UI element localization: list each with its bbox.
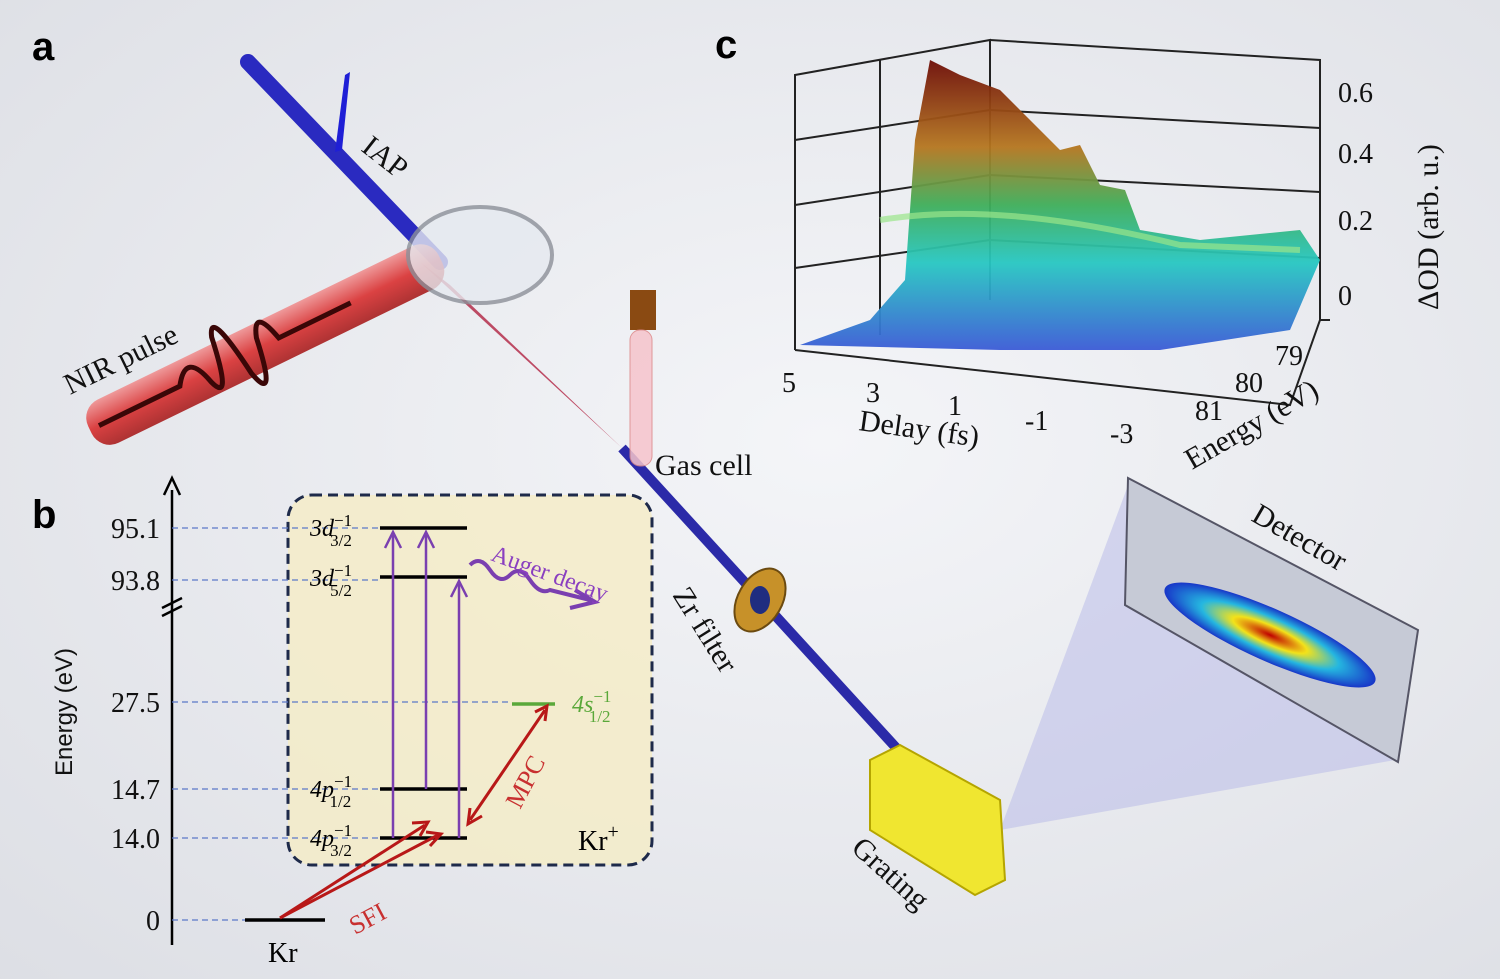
- mirror: [406, 205, 554, 305]
- iap-pulse: [335, 72, 350, 152]
- label-part: +: [608, 821, 619, 843]
- delay-tick-label: 3: [866, 378, 880, 409]
- excitation-arrows: [383, 529, 601, 838]
- z-tick-label: 0.6: [1338, 78, 1373, 109]
- label-part: 1/2: [589, 707, 611, 726]
- ion-box: [286, 493, 654, 867]
- state-label: 3d−1 3/2: [309, 511, 352, 550]
- state-label: 4p−1 1/2: [310, 772, 352, 811]
- state-label: Kr: [268, 938, 298, 969]
- surface-ridge: [879, 210, 1301, 253]
- nir-tube: [86, 244, 445, 445]
- energy-value: 95.1: [111, 514, 160, 545]
- state-label: 4s−1 1/2: [572, 687, 611, 726]
- panel-label: b: [32, 493, 56, 537]
- label-part: Kr: [578, 826, 608, 857]
- axis-break: [161, 596, 183, 618]
- energy-value: 27.5: [111, 688, 160, 719]
- iap-beam: [240, 54, 448, 270]
- detector-spot: [1164, 582, 1376, 688]
- state-label: 3d−1 5/2: [309, 561, 352, 600]
- ion-label: Kr+: [578, 821, 619, 857]
- spectrum-fan: [1000, 480, 1410, 830]
- guide-lines: [172, 527, 512, 921]
- energy-tick-label: 80: [1235, 368, 1263, 399]
- label-part: 3/2: [330, 841, 352, 860]
- panel-label: a: [32, 25, 55, 69]
- energy-diagram: b Energy (eV) 95.1 93.8 27.5 14.7 14.0 0: [32, 475, 654, 969]
- delay-tick-label: -1: [1025, 406, 1048, 437]
- state-label: 4p−1 3/2: [310, 821, 352, 860]
- label-part: 4p: [310, 777, 334, 803]
- label-part: 3/2: [330, 531, 352, 550]
- label-part: 5/2: [330, 581, 352, 600]
- panel-label: c: [715, 23, 737, 67]
- ionization-arrows: [279, 703, 549, 920]
- energy-tick-label: 79: [1275, 341, 1303, 372]
- label-part: −1: [593, 687, 611, 706]
- delay-tick-label: -3: [1110, 419, 1133, 450]
- energy-value: 93.8: [111, 566, 160, 597]
- z-tick-label: 0.4: [1338, 139, 1373, 170]
- delay-tick-label: 5: [782, 368, 796, 399]
- axis-label: Energy (eV): [51, 648, 78, 776]
- label-part: −1: [334, 561, 352, 580]
- energy-value: 0: [146, 906, 160, 937]
- zr-filter-center: [750, 586, 770, 614]
- focus-cone: [420, 262, 622, 448]
- delay-tick-label: 1: [948, 391, 962, 422]
- label-part: 4p: [310, 826, 334, 852]
- z-axis-label: ΔOD (arb. u.): [1412, 144, 1445, 310]
- z-tick-label: 0.2: [1338, 206, 1373, 237]
- gas-cell: [629, 329, 653, 467]
- label-part: −1: [334, 821, 352, 840]
- surface: [800, 60, 1320, 350]
- label-part: 1/2: [329, 792, 351, 811]
- label-part: 3d: [309, 516, 335, 542]
- energy-value: 14.7: [111, 775, 160, 806]
- energy-values: 95.1 93.8 27.5 14.7 14.0 0: [111, 514, 160, 937]
- z-tick-label: 0: [1338, 281, 1352, 312]
- component-label: Gas cell: [655, 449, 752, 482]
- gas-cell-fitting: [630, 290, 656, 330]
- energy-value: 14.0: [111, 824, 160, 855]
- state-labels: 3d−1 3/2 3d−1 5/2 4s−1 1/2 4p−1 1/2 4p−1 3/2 …: [268, 511, 611, 969]
- axis-arrow: [162, 475, 182, 496]
- label-part: −1: [334, 772, 352, 791]
- grating: [869, 743, 1007, 897]
- label-part: 3d: [309, 566, 335, 592]
- label-part: −1: [334, 511, 352, 530]
- energy-tick-label: 81: [1195, 396, 1223, 427]
- label-part: 4s: [572, 692, 593, 718]
